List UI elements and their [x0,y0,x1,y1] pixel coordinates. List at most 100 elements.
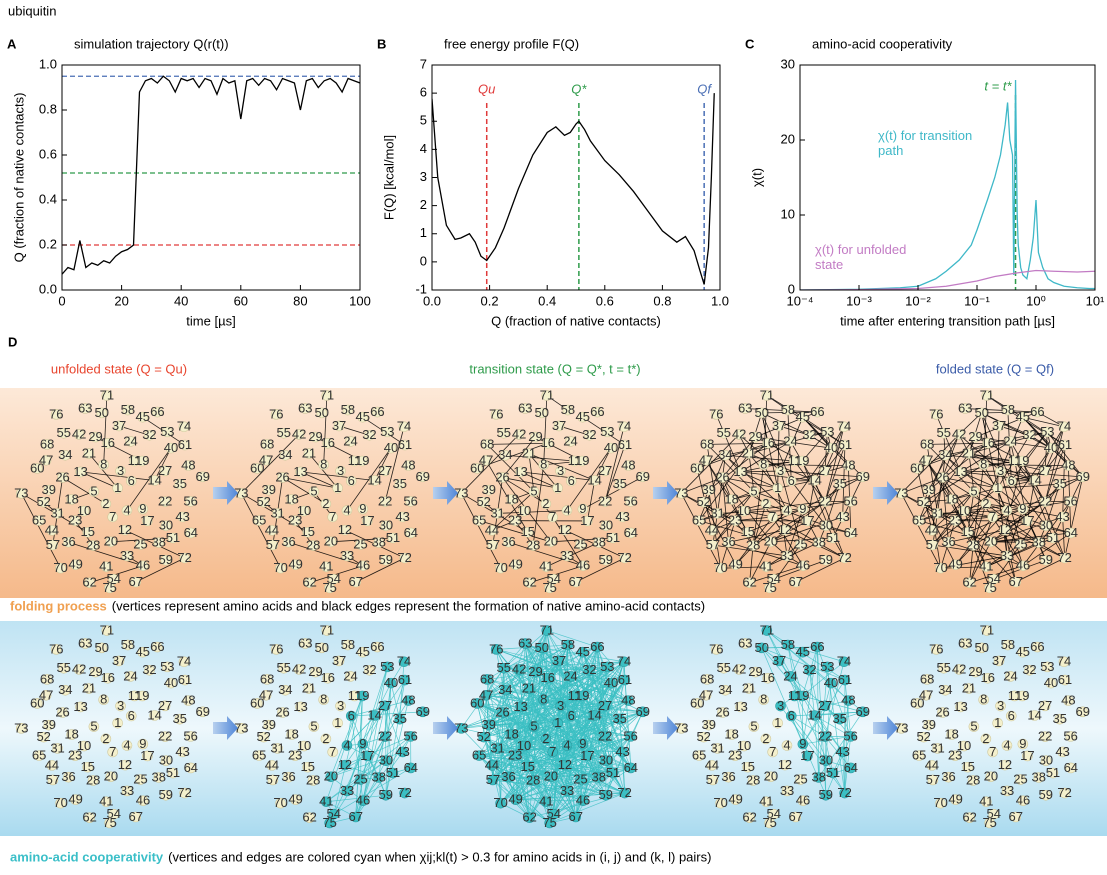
vertex [739,638,751,649]
vertex-label: 63 [738,400,752,415]
vertex-label: 54 [766,806,780,821]
vertex [50,409,62,420]
edge [680,493,721,569]
edge [543,395,548,465]
edge [533,726,568,792]
vertex-label: 54 [106,571,120,586]
vertex-label: 76 [49,406,63,421]
vertex [943,536,954,548]
vertex-label: 42 [952,426,966,441]
vertex-label: 46 [1016,793,1030,808]
vertex [318,459,329,471]
vertex-label: 44 [265,757,279,772]
vertex-label: 20 [544,769,558,784]
vertex-label: 7 [549,744,556,759]
vertex-label: 50 [974,640,988,655]
vertex-label: 52 [916,494,930,509]
vertex [962,761,974,773]
vertex [492,743,503,754]
vertex-label: 11 [128,688,142,703]
vertex [113,420,125,432]
vertex [962,526,974,538]
vertex-label: 27 [1038,698,1052,713]
vertex-label: 45 [575,409,589,424]
vertex [827,532,839,544]
edge [486,679,530,689]
vertex [1039,465,1051,477]
vertex-label: 64 [624,760,638,775]
vertex-label: 29 [968,429,982,444]
vertex [66,494,77,505]
vertex [108,573,120,585]
vertex [87,540,99,551]
vertex [623,695,634,706]
vertex [812,406,823,418]
vertex-label: 2 [542,731,549,746]
vertex [1059,552,1070,564]
vertex-label: 53 [820,659,834,674]
vertex-label: 12 [338,757,352,772]
vertex-label: 7 [109,509,116,524]
vertex [577,690,588,702]
vertex [405,762,417,774]
vertex [1005,710,1017,722]
vertex [980,733,992,745]
vertex-label: 54 [546,806,560,821]
vertex-label: 20 [544,534,558,549]
vertex [279,684,291,696]
vertex [102,672,114,684]
vertex-label: 71 [320,387,334,402]
edge [558,660,629,701]
vertex-label: 73 [454,720,468,735]
vertex [178,656,190,668]
vertex-label: 61 [178,437,192,452]
vertex-label: 58 [781,402,795,417]
vertex-label: 31 [270,740,284,755]
vertex-label: 24 [563,668,577,683]
vertex [373,537,385,548]
vertex-label: 61 [1058,672,1072,687]
vertex-label: 12 [338,522,352,537]
vertex [575,539,586,550]
vertex [394,478,406,490]
vertex-label: 56 [623,493,637,508]
vertex [33,515,45,526]
vertex-label: 34 [938,447,952,462]
vertex-label: 43 [175,509,189,524]
vertex [927,539,939,551]
vertex-label: 35 [1053,476,1067,491]
vertex [104,817,115,829]
plot-frame [61,64,361,291]
vertex-label: 20 [764,534,778,549]
vertex-label: 73 [234,485,248,500]
vertex-label: 27 [158,698,172,713]
vertex-label: 68 [260,436,274,451]
vertex-label: 30 [1039,753,1053,768]
vertex-label: 7 [329,744,336,759]
vertex [541,625,553,636]
edge [932,544,1008,557]
vertex [286,729,297,740]
x-tick-label: 10⁻³ [846,293,872,308]
edge [832,476,864,539]
vertex [970,431,981,443]
vertex [495,797,506,809]
vertex [548,808,560,820]
vertex-label: 16 [761,435,775,450]
edge [802,695,863,713]
vertex [108,808,120,820]
vertex [958,505,970,517]
edge [604,705,623,753]
data-line [62,75,360,275]
vertex [519,638,531,649]
vertex-label: 9 [799,501,806,516]
edge [772,516,845,559]
vertex-label: 28 [746,772,760,787]
vertex [999,759,1011,771]
vertex [519,403,531,414]
vertex [290,559,301,571]
vertex-label: 60 [690,460,704,475]
edge [1064,476,1084,559]
vertex-label: 14 [807,707,821,722]
vertex [149,475,160,486]
